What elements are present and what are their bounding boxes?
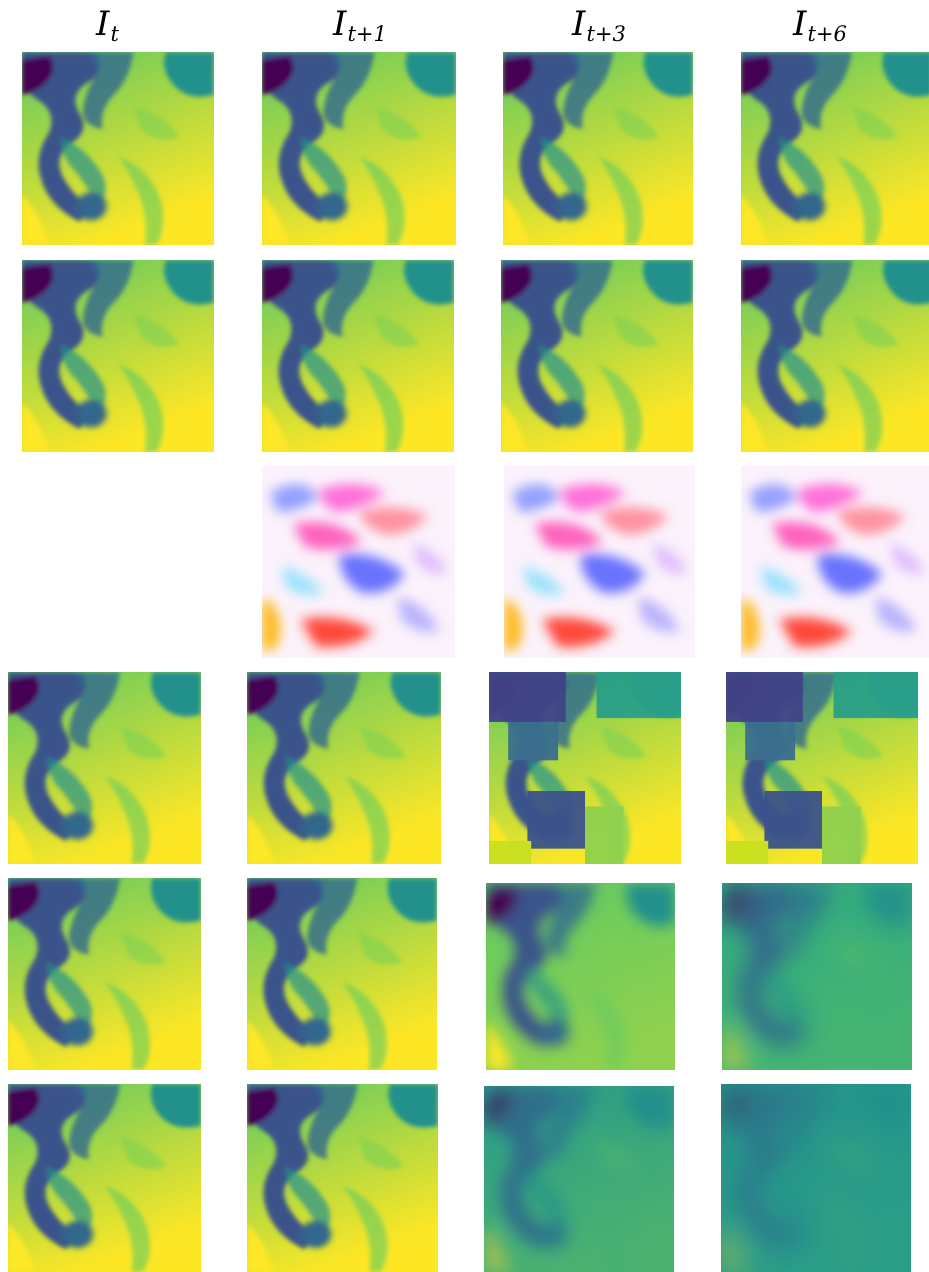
field-svg — [22, 52, 214, 245]
header-base: I — [333, 4, 347, 44]
field-panel-r6-c2 — [247, 1084, 438, 1272]
header-base: I — [572, 4, 586, 44]
field-svg — [486, 883, 675, 1070]
field-panel-r6-c1 — [8, 1084, 201, 1272]
field-panel-r2-c1 — [22, 260, 214, 452]
field-panel-r1-c1 — [22, 52, 214, 245]
field-svg — [501, 260, 693, 452]
field-panel-r4-c2 — [247, 672, 441, 864]
field-svg — [247, 1084, 438, 1272]
field-panel-r1-c3 — [503, 52, 693, 245]
flow-panel-r3-c4 — [741, 466, 929, 658]
flow-svg — [741, 466, 929, 658]
flow-panel-r3-c3 — [504, 466, 695, 658]
column-header-t: It — [96, 2, 119, 46]
field-svg — [503, 52, 693, 245]
field-svg — [247, 672, 441, 864]
field-panel-r5-c3 — [486, 883, 675, 1070]
field-svg — [8, 1084, 201, 1272]
field-svg — [741, 52, 929, 245]
field-svg — [484, 1086, 674, 1272]
header-base: I — [96, 4, 110, 44]
field-svg — [721, 1084, 911, 1272]
field-svg — [22, 260, 214, 452]
field-svg — [741, 260, 929, 452]
field-svg — [262, 52, 456, 245]
field-svg — [726, 672, 918, 864]
header-sub: t+3 — [586, 22, 626, 46]
column-header-t-plus-6: It+6 — [793, 2, 847, 46]
field-svg — [722, 883, 912, 1070]
header-sub: t+6 — [807, 22, 847, 46]
field-svg — [489, 672, 681, 864]
field-panel-r5-c4 — [722, 883, 912, 1070]
field-panel-r5-c2 — [247, 878, 437, 1070]
field-panel-r6-c4 — [721, 1084, 911, 1272]
field-panel-r1-c4 — [741, 52, 929, 245]
field-panel-r4-c3 — [489, 672, 681, 864]
field-panel-r6-c3 — [484, 1086, 674, 1272]
header-base: I — [793, 4, 807, 44]
flow-panel-r3-c2 — [262, 466, 455, 658]
flow-svg — [504, 466, 695, 658]
field-panel-r2-c4 — [741, 260, 929, 452]
column-header-t-plus-1: It+1 — [333, 2, 387, 46]
field-svg — [8, 672, 201, 864]
field-panel-r2-c3 — [501, 260, 693, 452]
header-sub: t+1 — [347, 22, 387, 46]
flow-svg — [262, 466, 455, 658]
field-panel-r4-c4 — [726, 672, 918, 864]
field-panel-r5-c1 — [8, 878, 201, 1070]
column-header-t-plus-3: It+3 — [572, 2, 626, 46]
field-panel-r1-c2 — [262, 52, 456, 245]
field-panel-r2-c2 — [262, 260, 454, 452]
field-svg — [262, 260, 454, 452]
header-sub: t — [110, 22, 119, 46]
field-svg — [8, 878, 201, 1070]
field-panel-r4-c1 — [8, 672, 201, 864]
field-svg — [247, 878, 437, 1070]
